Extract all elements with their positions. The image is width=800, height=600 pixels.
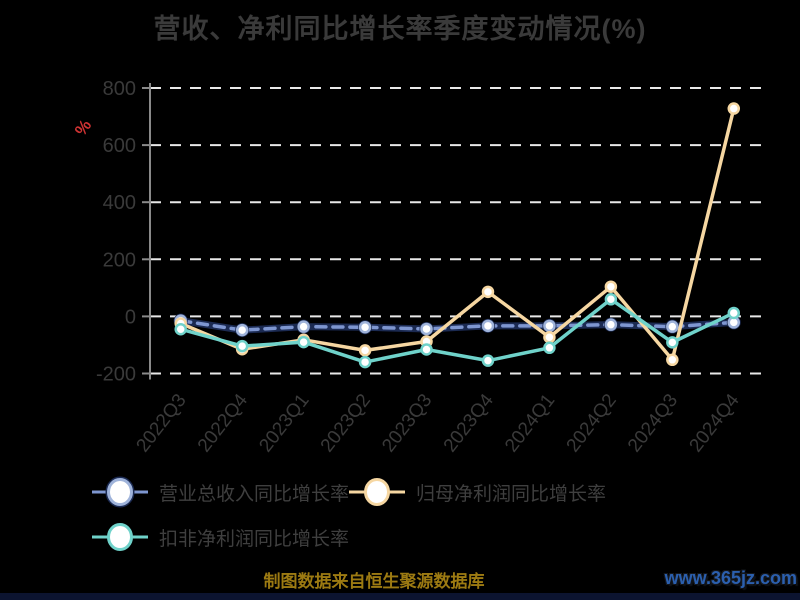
y-axis-label: 0 <box>125 306 136 328</box>
data-point-net-profit-growth-2024Q3[interactable] <box>666 353 679 367</box>
y-axis-label: -200 <box>96 364 136 386</box>
legend-item-net-profit-growth[interactable]: 归母净利润同比增长率 <box>349 476 606 508</box>
data-point-deducted-net-profit-growth-2024Q2[interactable] <box>604 293 618 306</box>
x-axis-label: 2024Q1 <box>501 390 559 456</box>
data-point-deducted-net-profit-growth-2024Q3[interactable] <box>666 336 679 349</box>
data-point-revenue-growth-2023Q3[interactable] <box>420 322 433 336</box>
data-point-deducted-net-profit-growth-2023Q2[interactable] <box>358 355 372 369</box>
legend-marker-deducted-net-profit-icon <box>92 523 148 551</box>
y-axis-label: 800 <box>103 78 136 100</box>
data-point-net-profit-growth-2024Q1[interactable] <box>543 330 556 344</box>
x-axis-label: 2022Q4 <box>194 390 252 457</box>
y-axis-label: 200 <box>103 249 136 271</box>
data-source-caption: 制图数据来自恒生聚源数据库 <box>263 572 485 591</box>
x-axis-label: 2024Q3 <box>624 390 682 456</box>
legend-marker-shape <box>364 478 391 506</box>
x-axis-label: 2022Q3 <box>132 390 190 456</box>
data-point-revenue-growth-2024Q1[interactable] <box>543 319 556 333</box>
data-point-revenue-growth-2022Q4[interactable] <box>235 323 249 337</box>
series-line-net-profit-growth <box>178 106 736 362</box>
x-axis-label: 2024Q2 <box>563 390 621 456</box>
data-point-revenue-growth-2024Q3[interactable] <box>666 320 679 333</box>
data-point-deducted-net-profit-growth-2023Q3[interactable] <box>420 343 433 356</box>
data-point-deducted-net-profit-growth-2022Q4[interactable] <box>235 339 249 353</box>
x-axis-label: 2024Q4 <box>686 390 744 457</box>
legend-label: 归母净利润同比增长率 <box>416 483 607 505</box>
data-point-revenue-growth-2023Q2[interactable] <box>358 320 372 334</box>
data-point-net-profit-growth-2023Q4[interactable] <box>481 285 495 299</box>
y-axis-label: 400 <box>103 192 136 214</box>
data-point-net-profit-growth-2024Q2[interactable] <box>604 280 618 293</box>
legend-marker-revenue-icon <box>92 476 148 508</box>
data-point-revenue-growth-2023Q1[interactable] <box>297 320 310 333</box>
x-axis-label: 2023Q1 <box>255 390 313 456</box>
legend: 营业总收入同比增长率 归母净利润同比增长率 扣非净利润同比增长率 <box>92 476 752 553</box>
data-point-deducted-net-profit-growth-2024Q4[interactable] <box>727 306 741 320</box>
data-point-net-profit-growth-2024Q4[interactable] <box>727 102 741 115</box>
legend-row-2: 扣非净利润同比增长率 <box>92 521 752 553</box>
data-point-deducted-net-profit-growth-2024Q1[interactable] <box>543 341 556 355</box>
legend-label: 营业总收入同比增长率 <box>159 483 350 505</box>
x-axis-label: 2023Q2 <box>317 390 375 456</box>
data-point-deducted-net-profit-growth-2023Q1[interactable] <box>297 335 310 349</box>
legend-marker-shape <box>107 523 133 551</box>
data-point-revenue-growth-2024Q2[interactable] <box>604 318 618 331</box>
legend-item-deducted-net-profit-growth[interactable]: 扣非净利润同比增长率 <box>92 521 349 553</box>
x-axis-label: 2023Q4 <box>440 390 498 457</box>
legend-marker-shape <box>107 478 133 506</box>
chart-title: 营收、净利同比增长率季度变动情况(%) <box>153 14 647 44</box>
legend-item-revenue-growth[interactable]: 营业总收入同比增长率 <box>92 476 349 508</box>
legend-row-1: 营业总收入同比增长率 归母净利润同比增长率 <box>92 476 752 508</box>
series-line-deducted-net-profit-growth <box>178 297 736 364</box>
legend-marker-net-profit-icon <box>349 478 406 506</box>
data-point-deducted-net-profit-growth-2023Q4[interactable] <box>481 354 495 367</box>
x-axis-label: 2023Q3 <box>378 390 436 456</box>
footer-bar <box>0 593 800 600</box>
data-point-deducted-net-profit-growth-2022Q3[interactable] <box>174 322 187 336</box>
legend-marker-shape <box>105 476 135 508</box>
legend-label: 扣非净利润同比增长率 <box>159 528 350 550</box>
data-point-revenue-growth-2023Q4[interactable] <box>481 319 495 333</box>
watermark-link[interactable]: www.365jz.com <box>664 568 797 588</box>
y-axis-label: 600 <box>103 135 136 157</box>
data-point-net-profit-growth-2023Q2[interactable] <box>358 344 372 357</box>
